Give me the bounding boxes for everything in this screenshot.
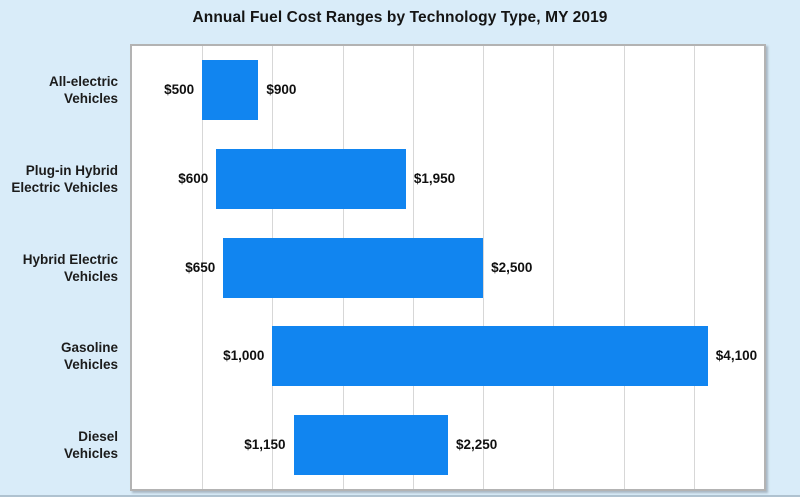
gridline bbox=[483, 46, 485, 489]
gridline bbox=[693, 46, 695, 489]
bar-max-label: $2,500 bbox=[491, 259, 533, 275]
category-label-diesel-vehicles: Diesel Vehicles bbox=[0, 428, 118, 462]
range-bar-gasoline-vehicles bbox=[272, 326, 708, 387]
category-label-line: Hybrid Electric bbox=[22, 251, 118, 267]
range-bar-diesel-vehicles bbox=[293, 414, 448, 475]
category-label-line: All-electric bbox=[48, 74, 118, 90]
category-label-line: Vehicles bbox=[63, 357, 118, 373]
plot-area: $500 $900 $600 $1,950 $650 $2,500 $1,000 $4,100… bbox=[130, 44, 766, 491]
range-bar-plug-in-hybrid-electric-vehicles bbox=[216, 148, 406, 209]
bar-min-label: $1,000 bbox=[223, 348, 265, 364]
range-bar-hybrid-electric-vehicles bbox=[223, 237, 484, 298]
category-label-line: Plug-in Hybrid bbox=[25, 162, 118, 178]
category-label-gasoline-vehicles: Gasoline Vehicles bbox=[0, 339, 118, 373]
plot-inner: $500 $900 $600 $1,950 $650 $2,500 $1,000 $4,100… bbox=[132, 46, 764, 489]
range-bar-all-electric-vehicles bbox=[202, 60, 259, 121]
category-label-line: Diesel bbox=[78, 428, 118, 444]
category-label-plug-in-hybrid-electric-vehicles: Plug-in Hybrid Electric Vehicles bbox=[0, 162, 118, 196]
category-label-line: Gasoline bbox=[60, 340, 118, 356]
bar-min-label: $1,150 bbox=[244, 436, 286, 452]
category-label-hybrid-electric-vehicles: Hybrid Electric Vehicles bbox=[0, 251, 118, 285]
category-label-all-electric-vehicles: All-electric Vehicles bbox=[0, 73, 118, 107]
bar-max-label: $4,100 bbox=[715, 348, 758, 364]
bar-min-label: $650 bbox=[185, 259, 216, 275]
gridline bbox=[553, 46, 555, 489]
gridline bbox=[202, 46, 204, 489]
bar-min-label: $500 bbox=[164, 82, 195, 98]
category-label-line: Electric Vehicles bbox=[11, 179, 118, 195]
bar-max-label: $1,950 bbox=[413, 170, 456, 186]
category-label-column: All-electric Vehicles Plug-in Hybrid Electr… bbox=[0, 44, 118, 491]
category-label-line: Vehicles bbox=[63, 91, 118, 107]
category-label-line: Vehicles bbox=[63, 445, 118, 461]
category-label-line: Vehicles bbox=[63, 268, 118, 284]
bar-max-label: $900 bbox=[266, 82, 297, 98]
bar-min-label: $600 bbox=[178, 170, 209, 186]
gridline bbox=[623, 46, 625, 489]
bar-max-label: $2,250 bbox=[456, 436, 498, 452]
chart-title: Annual Fuel Cost Ranges by Technology Ty… bbox=[192, 9, 608, 26]
